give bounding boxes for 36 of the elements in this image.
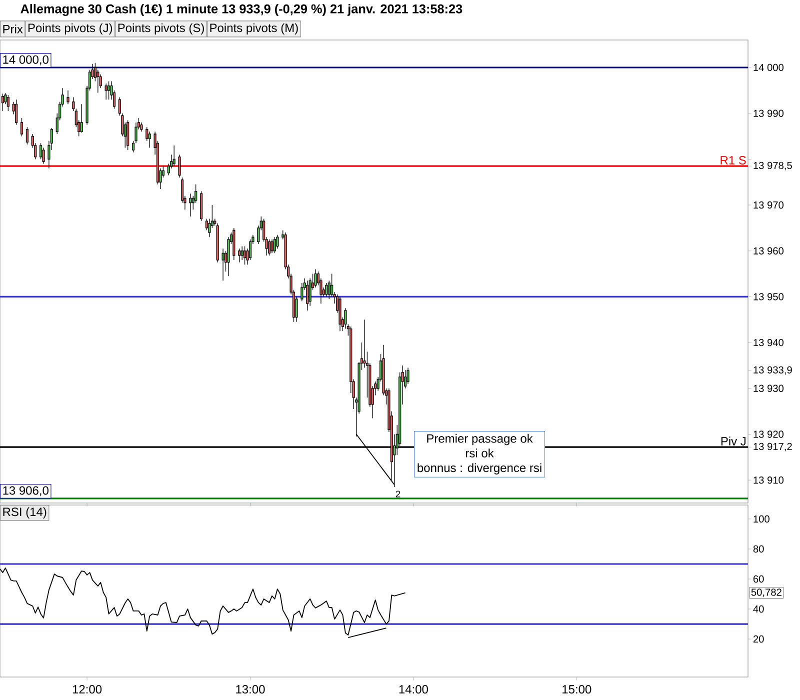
annotation: bonnus : divergence rsi [418,463,542,474]
annotation: rsi ok [466,448,494,458]
chart-title: Allemagne 30 Cash (1€) 1 minute 13 933,9 (-0,29 %) 21 janv. 2021 13:58:23 [20,4,462,16]
y-tick-label: 13 910 [754,476,784,484]
y-tick-label: 13 970 [754,201,784,209]
text: Points pivots (M) [210,23,298,35]
annotation: Premier passage ok [427,434,533,446]
text: 50,782 [751,588,782,597]
x-tick-label: 14:00 [399,685,428,694]
y-tick-label: 13 990 [754,110,784,117]
y-tick-label: 13 978,5 [754,162,792,170]
y-tick-label: 100 [754,515,770,523]
ref-line-label: R1 S [720,156,746,164]
y-tick-label: 13 950 [754,293,784,300]
annotation: 2 [396,490,400,498]
y-tick-label: 14 000 [754,64,784,72]
annotation: 14 000,0 [3,55,48,66]
y-tick-label: 13 933,9 [754,366,792,375]
text: Prix [3,24,23,34]
y-tick-label: 80 [753,545,764,553]
x-tick-label: 15:00 [562,685,592,694]
text: Points pivots (S) [118,23,204,35]
y-tick-label: 13 930 [754,384,784,392]
y-tick-label: 20 [753,635,764,643]
x-tick-label: 12:00 [72,685,102,694]
y-tick-label: 40 [753,605,764,613]
annotation: 13 906,0 [3,486,48,496]
y-tick-label: 13 940 [754,338,784,346]
y-tick-label: 13 960 [754,247,784,254]
y-tick-label: 60 [753,575,764,583]
text: Points pivots (J) [28,23,112,35]
y-tick-label: 13 920 [754,430,784,438]
y-tick-label: 13 917,2 [754,442,792,452]
chart-title: RSI (14) [3,507,46,518]
ref-line-label: Piv J [721,436,746,446]
x-tick-label: 13:00 [236,685,265,694]
